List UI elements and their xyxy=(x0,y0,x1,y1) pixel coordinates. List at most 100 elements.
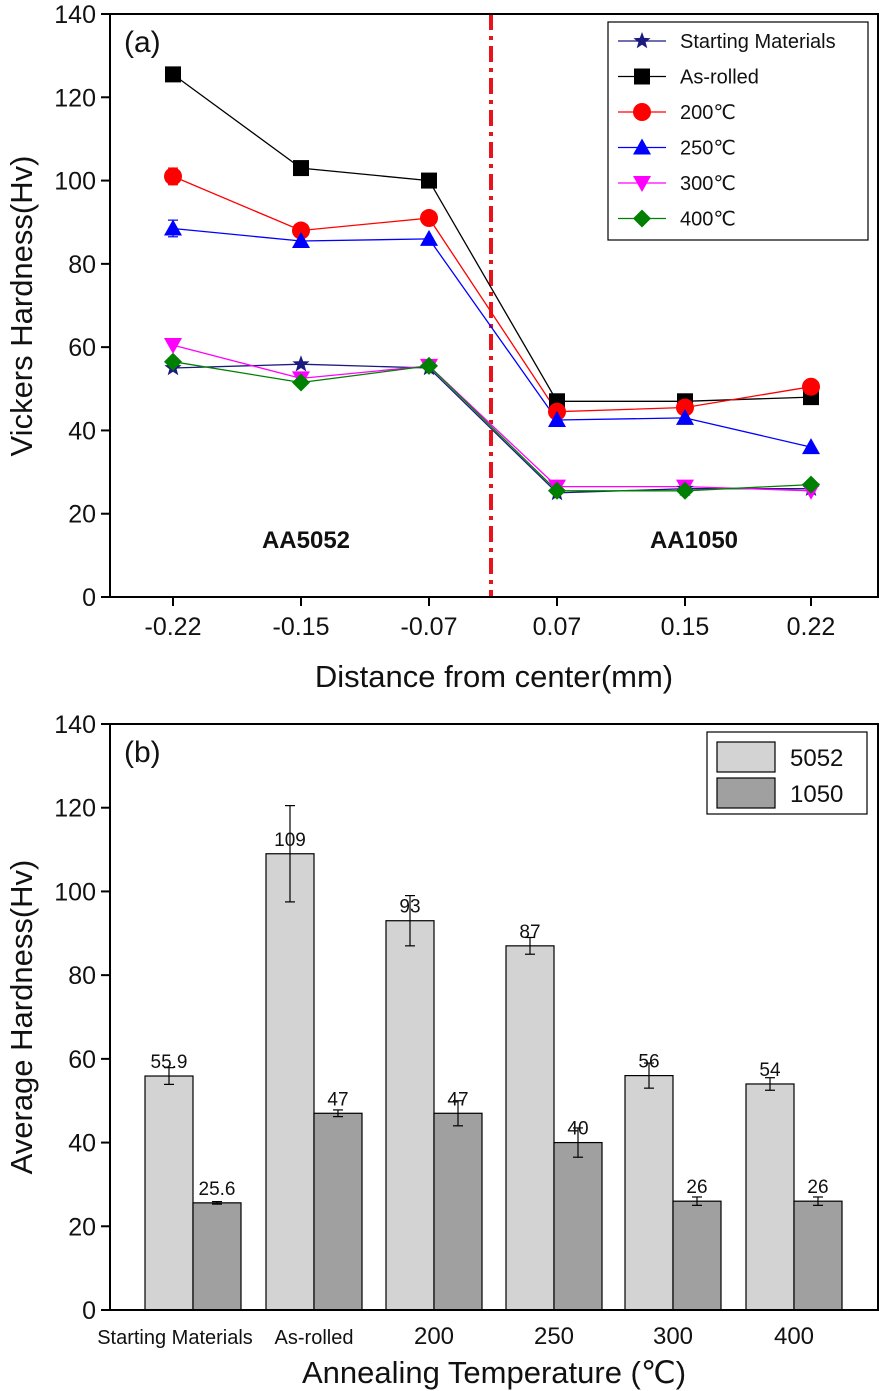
panel-b-frame xyxy=(109,723,879,1311)
legend-label-1: As-rolled xyxy=(680,67,759,89)
data-point-3-1 xyxy=(292,231,310,248)
panel-a-y-tick-label: 120 xyxy=(54,84,96,112)
data-point-1-1 xyxy=(293,160,309,177)
panel-b-legend: 5052 1050 xyxy=(706,731,868,815)
legend-marker-5 xyxy=(633,209,651,228)
data-point-3-4 xyxy=(676,408,694,425)
data-point-2-1 xyxy=(292,221,310,240)
data-point-2-0 xyxy=(164,167,182,186)
bar-1050-3 xyxy=(553,1141,603,1311)
legend-label-5: 400℃ xyxy=(680,209,736,231)
panel-b-bar-chart: 0 20 40 60 80 100 120 140 Starting Materials As-r… xyxy=(4,711,879,1390)
data-point-5-4 xyxy=(676,481,694,500)
panel-b-y-tick-label: 60 xyxy=(68,1046,96,1074)
bar-1050-5 xyxy=(793,1200,843,1311)
panel-b-x-tick-label: 250 xyxy=(534,1323,574,1350)
bar-5052-0 xyxy=(144,1075,194,1311)
panel-a-x-tick-label: -0.15 xyxy=(273,613,330,641)
legend-swatch-5052 xyxy=(716,741,776,773)
legend-label-5052: 5052 xyxy=(790,745,843,772)
data-point-2-5 xyxy=(802,377,820,396)
panel-a-x-tick-label: 0.22 xyxy=(787,613,836,641)
panel-b-y-tick-label: 120 xyxy=(54,795,96,823)
legend-label-1050: 1050 xyxy=(790,781,843,808)
panel-b-x-tick-label: 200 xyxy=(414,1323,454,1350)
panel-b-label: (b) xyxy=(124,736,161,769)
series-line-4 xyxy=(172,344,812,492)
data-point-3-5 xyxy=(802,438,820,455)
panel-a-x-tick-label: 0.15 xyxy=(661,613,710,641)
bar-1050-1 xyxy=(313,1112,363,1311)
data-point-5-1 xyxy=(292,373,310,392)
bar-5052-5 xyxy=(745,1083,795,1311)
panel-b-x-tick-label: 400 xyxy=(774,1323,814,1350)
panel-a-x-tick-label: 0.07 xyxy=(533,613,582,641)
panel-b-x-tick-label: 300 xyxy=(653,1323,693,1350)
panel-b-y-tick-label: 20 xyxy=(68,1213,96,1241)
data-point-3-3 xyxy=(548,411,566,428)
data-point-1-2 xyxy=(421,172,437,189)
series-line-3 xyxy=(172,227,812,448)
bar-value-label: 55.9 xyxy=(151,1052,188,1073)
bar-5052-2 xyxy=(385,920,435,1311)
panel-a-label: (a) xyxy=(124,26,161,59)
panel-a-y-tick-label: 0 xyxy=(82,584,96,612)
panel-a-y-tick-label: 80 xyxy=(68,251,96,279)
bar-1050-2 xyxy=(433,1112,483,1311)
series-line-5 xyxy=(172,361,812,492)
bar-value-label: 47 xyxy=(447,1089,468,1110)
legend-label-3: 250℃ xyxy=(680,138,736,160)
bar-value-label: 26 xyxy=(686,1177,707,1198)
data-point-5-0 xyxy=(164,352,182,371)
data-point-4-0 xyxy=(164,338,182,355)
bar-value-label: 26 xyxy=(807,1177,828,1198)
legend-marker-0 xyxy=(633,32,651,49)
bar-value-label: 47 xyxy=(327,1089,348,1110)
bar-5052-4 xyxy=(624,1074,674,1311)
legend-label-2: 200℃ xyxy=(680,102,736,124)
legend-marker-1 xyxy=(634,68,650,85)
panel-a-y-tick-label: 140 xyxy=(54,1,96,29)
panel-a-frame xyxy=(109,13,879,598)
data-point-2-4 xyxy=(676,398,694,417)
legend-swatch-1050 xyxy=(716,777,776,809)
data-point-5-5 xyxy=(802,475,820,494)
data-point-3-0 xyxy=(164,219,182,236)
series-line-0 xyxy=(172,363,811,494)
bar-value-label: 56 xyxy=(638,1052,659,1073)
legend-label-4: 300℃ xyxy=(680,173,736,195)
legend-label-0: Starting Materials xyxy=(680,31,836,53)
data-point-3-2 xyxy=(420,229,438,246)
panel-a-y-tick-label: 100 xyxy=(54,168,96,196)
bar-5052-3 xyxy=(505,945,555,1311)
panel-b-y-tick-label: 100 xyxy=(54,878,96,906)
bar-value-label: 40 xyxy=(567,1119,588,1140)
panel-a-y-axis-title: Vickers Hardness(Hv) xyxy=(4,156,39,457)
region-label-aa1050: AA1050 xyxy=(650,527,738,554)
bar-value-label: 93 xyxy=(399,897,420,918)
series-line-1 xyxy=(172,73,812,402)
region-label-aa5052: AA5052 xyxy=(262,527,350,554)
data-point-2-2 xyxy=(420,209,438,228)
bar-value-label: 87 xyxy=(519,922,540,943)
panel-b-y-tick-label: 0 xyxy=(82,1297,96,1325)
bar-1050-4 xyxy=(672,1200,722,1311)
panel-a-line-chart: 0 20 40 60 80 100 120 140 -0.22 -0.15 -0.07 0.07 0.1… xyxy=(4,1,879,694)
panel-a-x-axis-title: Distance from center(mm) xyxy=(315,659,673,694)
panel-a-y-tick-label: 60 xyxy=(68,334,96,362)
panel-a-x-tick-label: -0.07 xyxy=(401,613,458,641)
series-line-2 xyxy=(172,175,812,413)
panel-b-y-axis-title: Average Hardness(Hv) xyxy=(4,860,39,1175)
bar-1050-0 xyxy=(192,1202,242,1311)
panel-a-x-tick-label: -0.22 xyxy=(145,613,202,641)
panel-b-x-tick-label: Starting Materials xyxy=(97,1327,253,1349)
legend-marker-4 xyxy=(633,176,651,192)
bar-value-label: 25.6 xyxy=(199,1179,236,1200)
legend-marker-3 xyxy=(633,138,651,155)
bar-value-label: 54 xyxy=(759,1060,781,1081)
data-point-5-3 xyxy=(548,481,566,500)
panel-b-x-tick-label: As-rolled xyxy=(275,1327,354,1349)
bar-value-label: 109 xyxy=(274,830,306,851)
panel-b-y-tick-label: 80 xyxy=(68,962,96,990)
